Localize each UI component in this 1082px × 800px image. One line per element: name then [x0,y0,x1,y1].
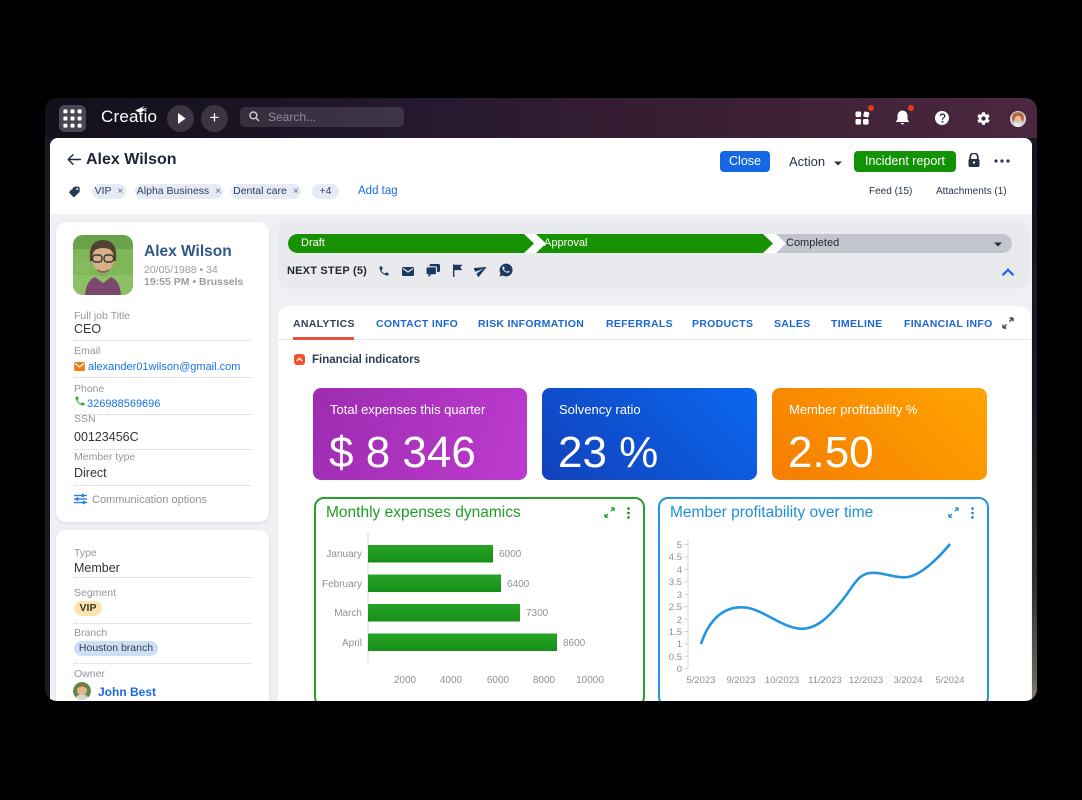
svg-text:0: 0 [677,664,682,675]
svg-text:5/2023: 5/2023 [686,675,715,686]
svg-text:2.5: 2.5 [669,602,682,613]
svg-text:6000: 6000 [487,675,510,686]
svg-text:11/2023: 11/2023 [808,675,842,686]
svg-text:January: January [326,549,362,560]
svg-text:4.5: 4.5 [669,552,682,563]
svg-text:2: 2 [677,615,682,626]
svg-text:3.5: 3.5 [669,577,682,588]
svg-text:10/2023: 10/2023 [765,675,799,686]
svg-text:3: 3 [677,590,682,601]
svg-text:April: April [342,638,362,649]
svg-text:8600: 8600 [563,638,586,649]
svg-text:6000: 6000 [499,549,522,560]
svg-text:March: March [334,608,362,619]
svg-text:4000: 4000 [440,675,463,686]
svg-text:10000: 10000 [576,675,604,686]
svg-text:7300: 7300 [526,608,549,619]
svg-text:February: February [322,579,362,590]
svg-text:2000: 2000 [394,675,417,686]
svg-text:12/2023: 12/2023 [849,675,883,686]
svg-text:5/2024: 5/2024 [935,675,964,686]
svg-text:1: 1 [677,639,682,650]
svg-text:3/2024: 3/2024 [893,675,922,686]
svg-text:8000: 8000 [533,675,556,686]
svg-text:5: 5 [677,540,682,551]
svg-text:1.5: 1.5 [669,627,682,638]
svg-text:9/2023: 9/2023 [726,675,755,686]
svg-text:4: 4 [677,565,682,576]
svg-text:6400: 6400 [507,579,530,590]
svg-text:0.5: 0.5 [669,652,682,663]
